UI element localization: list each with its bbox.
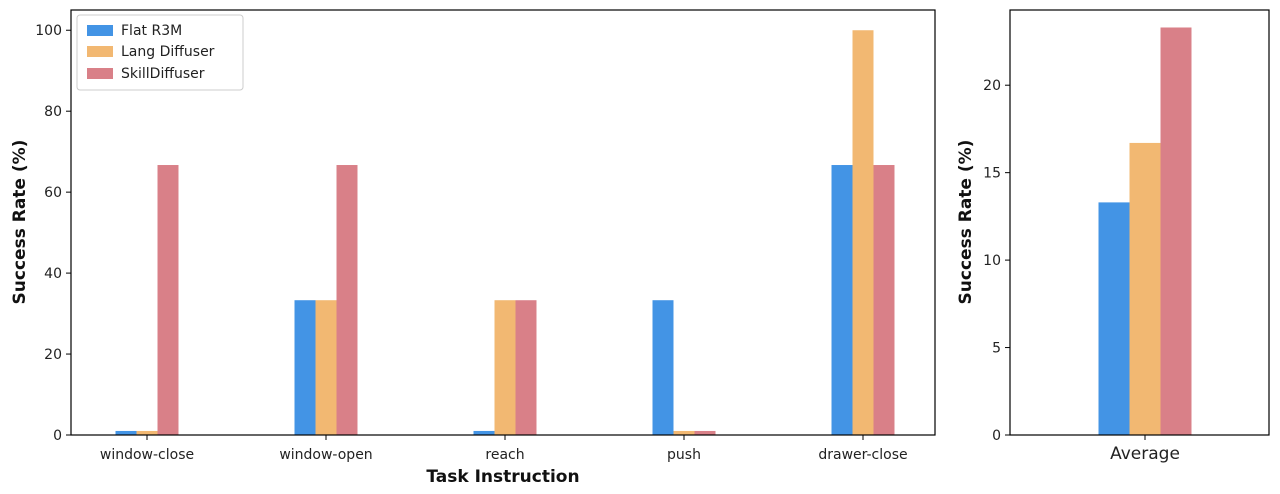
average-success-chart: 0 5 10 15 20 Average Success Rate (%): [956, 9, 1270, 464]
legend-box: [76, 14, 244, 91]
bar-average-lang-diffuser: [1129, 142, 1161, 435]
bar-reach-skilldiffuser: [515, 300, 537, 435]
y-tick-label: 15: [983, 166, 1001, 182]
left-plot-frame: [70, 9, 936, 436]
right-bars: [1098, 27, 1192, 435]
x-tick-label-push: push: [667, 447, 701, 463]
y-tick-label: 0: [992, 428, 1001, 444]
x-tick-label-drawer-close: drawer-close: [818, 447, 907, 463]
y-tick-label: 100: [35, 23, 62, 39]
bar-window-open-lang-diffuser: [315, 300, 337, 435]
bar-window-open-flat-r3m: [294, 300, 316, 435]
legend-label-lang-diffuser: Lang Diffuser: [121, 44, 215, 60]
right-x-axis: Average: [1110, 435, 1180, 464]
y-tick-label: 0: [53, 428, 62, 444]
bar-push-flat-r3m: [652, 300, 674, 435]
task-success-chart: 0 20 40 60 80 100 window-close window-open reac…: [10, 9, 936, 487]
legend-label-skilldiffuser: SkillDiffuser: [121, 66, 205, 82]
y-tick-label: 5: [992, 341, 1001, 357]
left-y-axis: 0 20 40 60 80 100: [35, 23, 71, 444]
bar-drawer-close-flat-r3m: [831, 165, 853, 435]
legend: Flat R3M Lang Diffuser SkillDiffuser: [76, 14, 244, 91]
bar-average-skilldiffuser: [1160, 27, 1192, 435]
bar-window-close-flat-r3m: [115, 430, 137, 435]
bar-drawer-close-lang-diffuser: [852, 30, 874, 435]
y-tick-label: 20: [44, 347, 62, 363]
bar-push-lang-diffuser: [673, 430, 695, 435]
bar-reach-flat-r3m: [473, 430, 495, 435]
legend-label-flat-r3m: Flat R3M: [121, 23, 182, 39]
left-bars: [115, 30, 895, 435]
left-x-axis: window-close window-open reach push drawer-c…: [100, 435, 908, 463]
y-tick-label: 80: [44, 104, 62, 120]
x-tick-label-reach: reach: [485, 447, 524, 463]
x-tick-label-window-close: window-close: [100, 447, 194, 463]
legend-swatch-skilldiffuser: [87, 68, 113, 79]
left-x-axis-title: Task Instruction: [426, 467, 579, 487]
y-tick-label: 10: [983, 253, 1001, 269]
bar-drawer-close-skilldiffuser: [873, 165, 895, 435]
right-y-axis: 0 5 10 15 20: [983, 78, 1010, 444]
bar-window-close-lang-diffuser: [136, 430, 158, 435]
legend-swatch-flat-r3m: [87, 25, 113, 36]
right-plot-frame: [1009, 9, 1270, 436]
bar-window-open-skilldiffuser: [336, 165, 358, 435]
legend-swatch-lang-diffuser: [87, 46, 113, 57]
bar-window-close-skilldiffuser: [157, 165, 179, 435]
y-tick-label: 60: [44, 185, 62, 201]
bar-average-flat-r3m: [1098, 202, 1130, 435]
y-tick-label: 40: [44, 266, 62, 282]
left-y-axis-title: Success Rate (%): [10, 140, 30, 305]
x-tick-label-window-open: window-open: [279, 447, 372, 463]
x-tick-label-average: Average: [1110, 444, 1180, 464]
bar-push-skilldiffuser: [694, 430, 716, 435]
right-y-axis-title: Success Rate (%): [956, 140, 976, 305]
y-tick-label: 20: [983, 78, 1001, 94]
bar-reach-lang-diffuser: [494, 300, 516, 435]
